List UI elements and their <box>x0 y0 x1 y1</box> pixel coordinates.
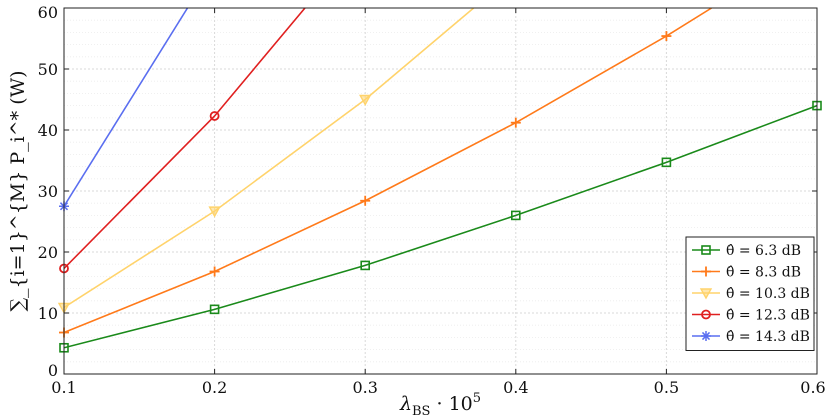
legend-item: θ̂ = 12.3 dB <box>692 308 810 324</box>
y-tick-label: 0 <box>48 361 58 380</box>
legend-marker <box>701 245 711 255</box>
legend-marker <box>699 288 713 300</box>
legend-item: θ̂ = 8.3 dB <box>692 265 801 281</box>
x-tick-label: 0.3 <box>352 378 377 397</box>
data-point <box>661 157 672 168</box>
legend-item: θ̂ = 6.3 dB <box>692 243 801 259</box>
axis-ticks <box>63 7 818 375</box>
x-tick-label: 0.5 <box>654 378 679 397</box>
data-point <box>360 260 371 271</box>
series-line <box>64 8 475 309</box>
axis-labels: 0.1 0.2 0.3 0.4 0.5 0.6 0 10 20 30 40 50 60 λBS · 105… <box>7 3 826 416</box>
legend-item: θ̂ = 10.3 dB <box>692 286 810 302</box>
x-axis-label: λBS · 105 <box>399 391 481 416</box>
x-axis-label-symbol: λ <box>399 393 412 415</box>
y-axis-label: ∑_{i=1}^{M} P_i^* (W) <box>7 70 29 311</box>
legend-marker <box>701 266 711 277</box>
legend-marker <box>701 331 711 341</box>
data-point <box>661 31 672 42</box>
x-axis-label-superscript: 5 <box>473 391 481 406</box>
data-point <box>359 94 372 106</box>
y-tick-label: 30 <box>38 182 58 201</box>
x-axis-label-rest: · 10 <box>430 393 472 415</box>
x-axis-label-subscript: BS <box>412 404 430 416</box>
data-point <box>510 210 521 221</box>
legend-label: θ̂ = 12.3 dB <box>726 308 810 324</box>
x-tick-label: 0.4 <box>503 378 528 397</box>
data-point <box>510 117 521 128</box>
legend-label: θ̂ = 6.3 dB <box>726 243 801 259</box>
series-line <box>64 104 817 349</box>
y-tick-label: 60 <box>38 3 58 22</box>
series-line <box>64 8 189 207</box>
x-tick-label: 0.6 <box>800 378 825 397</box>
legend: θ̂ = 6.3 dB θ̂ = 8.3 dB θ̂ = 10.3 dB θ̂ = 1… <box>685 236 815 351</box>
legend-label: θ̂ = 8.3 dB <box>726 265 801 281</box>
legend-label: θ̂ = 14.3 dB <box>726 329 810 345</box>
y-tick-label: 10 <box>38 304 58 323</box>
data-point <box>209 266 220 277</box>
series-0 <box>64 104 817 349</box>
data-point <box>360 195 371 206</box>
series-line <box>64 8 306 270</box>
series-2 <box>64 8 475 309</box>
series-line <box>64 8 713 334</box>
legend-item: θ̂ = 14.3 dB <box>692 329 810 345</box>
y-tick-label: 50 <box>38 60 58 79</box>
x-tick-label: 0.1 <box>51 378 76 397</box>
legend-marker <box>701 309 711 320</box>
series-1 <box>64 8 713 334</box>
x-tick-label: 0.2 <box>202 378 227 397</box>
y-tick-label: 40 <box>38 121 58 140</box>
legend-label: θ̂ = 10.3 dB <box>726 286 810 302</box>
y-tick-label: 20 <box>38 243 58 262</box>
series-4 <box>64 8 189 207</box>
data-point <box>209 304 220 315</box>
data-point <box>209 111 220 121</box>
legend-box <box>685 236 815 351</box>
series-3 <box>64 8 306 270</box>
data-point <box>208 206 221 218</box>
